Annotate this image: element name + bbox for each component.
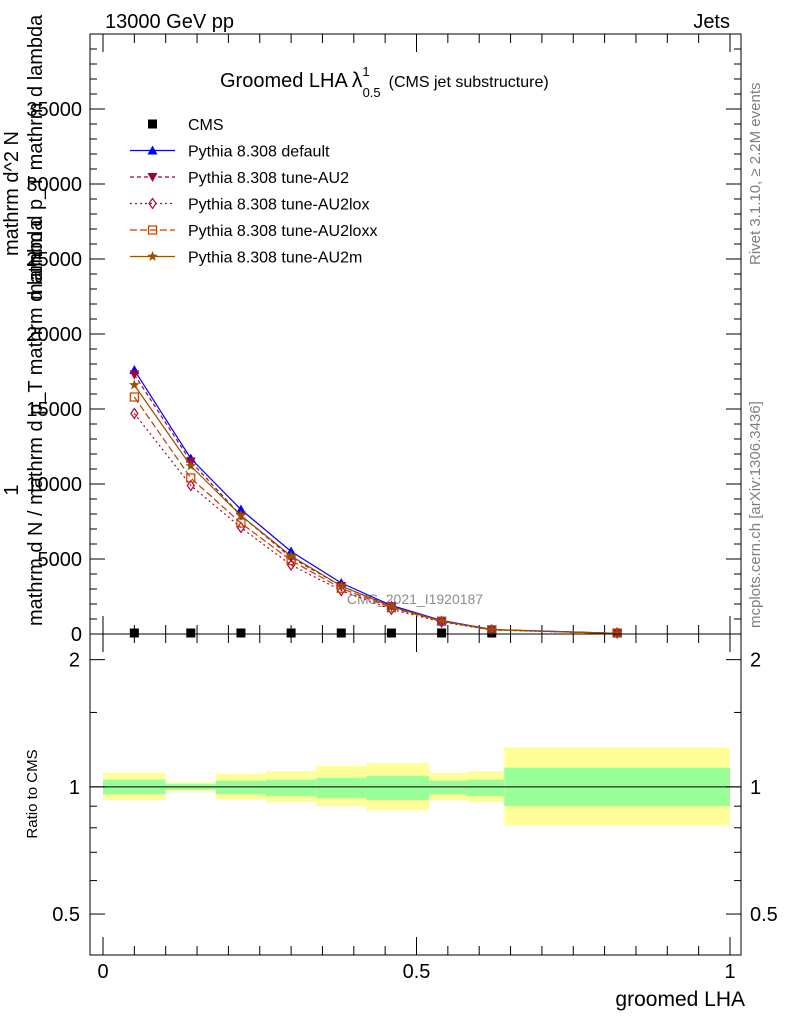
legend-marker bbox=[147, 173, 158, 182]
series-line bbox=[133, 413, 618, 635]
legend-label: Pythia 8.308 tune-AU2loxx bbox=[188, 223, 377, 240]
data-point bbox=[236, 518, 246, 528]
legend-entry: Pythia 8.308 tune-AU2m bbox=[130, 250, 362, 267]
legend-marker bbox=[147, 251, 158, 261]
legend-label: CMS bbox=[188, 117, 224, 134]
ratio-x-axis: 0 0.5 1 bbox=[97, 634, 736, 983]
main-y-tick-label: 0 bbox=[71, 624, 82, 646]
data-point bbox=[129, 379, 140, 390]
legend-entry: Pythia 8.308 tune-AU2lox bbox=[130, 197, 369, 214]
legend-label: Pythia 8.308 tune-AU2m bbox=[188, 250, 362, 267]
ratio-y-label: Ratio to CMS bbox=[24, 749, 41, 838]
data-point bbox=[235, 510, 247, 520]
main-y-tick-label: 15000 bbox=[26, 399, 82, 421]
ratio-y-tick-label-right: 2 bbox=[750, 650, 761, 672]
data-point bbox=[235, 504, 246, 514]
legend-label: Pythia 8.308 default bbox=[188, 144, 330, 161]
data-point bbox=[129, 370, 140, 380]
legend-label: Pythia 8.308 tune-AU2lox bbox=[188, 197, 369, 214]
series-layer bbox=[129, 365, 623, 640]
legend-label: Pythia 8.308 tune-AU2 bbox=[188, 170, 349, 187]
data-point bbox=[486, 624, 497, 635]
chart-title-text: Groomed LHA bbox=[220, 70, 348, 92]
main-y-tick-label: 30000 bbox=[26, 174, 82, 196]
data-point bbox=[130, 407, 139, 420]
main-y-axis-label: 1 mathrm d N / mathrm d p_T mathrm d lam… bbox=[1, 14, 47, 626]
ratio-inner-band bbox=[215, 780, 267, 795]
main-y-tick-label: 35000 bbox=[26, 99, 82, 121]
y-label-line1: mathrm d N / mathrm d p_T mathrm d lambd… bbox=[25, 219, 47, 626]
data-point bbox=[236, 521, 246, 534]
ratio-y-tick-label: 1 bbox=[69, 777, 80, 799]
rivet-version-label: Rivet 3.1.10, ≥ 2.2M events bbox=[747, 83, 764, 266]
legend-entry: Pythia 8.308 tune-AU2 bbox=[130, 170, 349, 187]
series-0 bbox=[129, 628, 622, 638]
data-point bbox=[285, 550, 297, 561]
x-axis-label: groomed LHA bbox=[615, 988, 745, 1011]
chart-title: Groomed LHA λ1 0.5 (CMS jet substructure) bbox=[220, 64, 549, 100]
chart-title-lambda: λ bbox=[352, 69, 363, 92]
ratio-inner-band bbox=[466, 779, 505, 797]
legend-entry: Pythia 8.308 tune-AU2loxx bbox=[130, 223, 377, 240]
main-y-axis: 0 5000 10000 15000 20000 25000 30000 35000 bbox=[26, 48, 741, 646]
data-point bbox=[286, 628, 296, 638]
data-point bbox=[129, 392, 139, 402]
data-point bbox=[386, 601, 397, 612]
ratio-y-tick-label: 0.5 bbox=[52, 904, 80, 926]
ratio-y-tick-label: 2 bbox=[69, 650, 80, 672]
main-y-tick-label: 5000 bbox=[38, 549, 83, 571]
ratio-plot-frame bbox=[89, 633, 742, 956]
mcplots-source-label: mcplots.cern.ch [arXiv:1306.3436] bbox=[747, 401, 764, 628]
legend-marker bbox=[148, 197, 157, 210]
data-point bbox=[437, 628, 447, 638]
data-point bbox=[436, 615, 447, 626]
y-label-line3: mathrm d p_T mathrm d lambda bbox=[25, 14, 47, 300]
main-y-tick-label: 20000 bbox=[26, 324, 82, 346]
data-point bbox=[236, 628, 246, 638]
data-point bbox=[185, 460, 196, 471]
data-point bbox=[186, 473, 196, 483]
data-point bbox=[186, 628, 196, 638]
data-point bbox=[129, 628, 139, 638]
legend-entry: Pythia 8.308 default bbox=[130, 144, 330, 161]
x-tick-label: 0 bbox=[97, 961, 108, 983]
y-label-one: 1 bbox=[1, 484, 23, 495]
main-y-tick-label: 25000 bbox=[26, 249, 82, 271]
ratio-y-tick-label-right: 1 bbox=[750, 777, 761, 799]
ratio-inner-band bbox=[366, 776, 430, 801]
data-point bbox=[336, 628, 346, 638]
chart-title-suffix: (CMS jet substructure) bbox=[389, 74, 549, 91]
header-right: Jets bbox=[693, 11, 730, 33]
data-point bbox=[186, 479, 196, 492]
data-point bbox=[386, 628, 396, 638]
ratio-inner-band bbox=[316, 777, 367, 799]
series-line bbox=[133, 374, 618, 634]
data-point bbox=[611, 627, 623, 638]
legend-marker bbox=[147, 225, 158, 235]
ratio-y-axis: 0.5 0.5 1 1 2 2 bbox=[52, 650, 778, 926]
x-tick-label: 1 bbox=[724, 961, 735, 983]
header-left: 13000 GeV pp bbox=[105, 11, 234, 33]
chart-title-sub: 0.5 bbox=[363, 85, 381, 100]
x-tick-label: 0.5 bbox=[403, 961, 431, 983]
ratio-inner-band bbox=[266, 779, 317, 797]
data-point bbox=[286, 558, 296, 572]
series-5 bbox=[129, 379, 623, 638]
ratio-y-tick-label-right: 0.5 bbox=[750, 904, 778, 926]
chart-title-sup: 1 bbox=[362, 64, 369, 79]
legend-entry: CMS bbox=[148, 117, 224, 134]
ratio-inner-band bbox=[429, 780, 467, 795]
legend: CMS Pythia 8.308 default Pythia 8.308 tune… bbox=[130, 117, 377, 267]
main-y-tick-label: 10000 bbox=[26, 474, 82, 496]
legend-marker bbox=[148, 119, 157, 129]
legend-marker bbox=[147, 145, 158, 155]
y-label-line2: mathrm d^2 N bbox=[1, 131, 23, 256]
data-point bbox=[336, 580, 347, 591]
